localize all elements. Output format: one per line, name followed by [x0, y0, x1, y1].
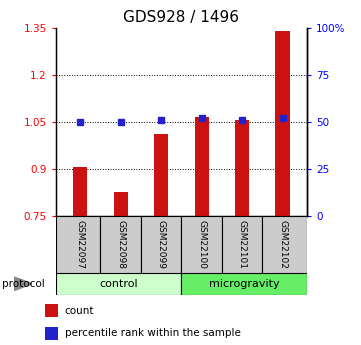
Bar [141, 216, 182, 273]
Bar [222, 216, 262, 273]
Text: GSM22098: GSM22098 [116, 219, 125, 269]
Title: GDS928 / 1496: GDS928 / 1496 [123, 10, 239, 25]
Text: GSM22102: GSM22102 [278, 220, 287, 268]
Bar [56, 273, 182, 295]
Text: protocol: protocol [2, 279, 44, 289]
Text: GSM22099: GSM22099 [157, 219, 166, 269]
Bar [275, 31, 290, 216]
Bar [262, 216, 307, 273]
Bar [182, 273, 307, 295]
Bar [235, 120, 249, 216]
Bar [182, 216, 222, 273]
Polygon shape [14, 277, 32, 290]
Text: percentile rank within the sample: percentile rank within the sample [65, 328, 240, 338]
Text: GSM22097: GSM22097 [76, 219, 85, 269]
Bar [154, 134, 168, 216]
Bar [56, 216, 100, 273]
Bar [114, 192, 128, 216]
Bar [73, 167, 87, 216]
Text: microgravity: microgravity [209, 279, 279, 289]
Text: GSM22100: GSM22100 [197, 219, 206, 269]
Bar [44, 304, 58, 317]
Text: count: count [65, 306, 94, 316]
Text: GSM22101: GSM22101 [238, 219, 247, 269]
Bar [195, 117, 209, 216]
Bar [44, 327, 58, 340]
Text: control: control [99, 279, 138, 289]
Bar [100, 216, 141, 273]
